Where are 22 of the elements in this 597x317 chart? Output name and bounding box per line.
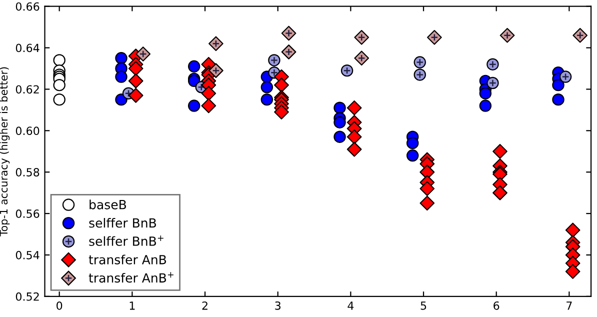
y-tick-label: 0.56 [16, 209, 40, 218]
x-tick-label: 0 [56, 301, 62, 310]
legend-label: selffer BnB [89, 218, 156, 228]
x-tick-label: 1 [130, 302, 135, 310]
y-tick-label: 0.52 [16, 292, 39, 301]
legend-label: baseB [90, 200, 126, 210]
legend-label: transfer AnB [88, 254, 166, 264]
x-tick-label: 5 [420, 302, 426, 310]
x-tick-label: 7 [566, 302, 572, 310]
y-tick-label: 0.62 [16, 85, 39, 94]
y-tick-label: 0.64 [16, 44, 40, 52]
x-tick-label: 2 [202, 301, 208, 310]
y-tick-label: 0.66 [16, 2, 40, 11]
x-tick-label: 4 [348, 302, 354, 310]
y-tick-label: 0.60 [16, 126, 40, 136]
legend-label: transfer AnB$^{+}$ [88, 272, 174, 283]
legend-label: selffer BnB$^{+}$ [89, 235, 164, 246]
x-tick-label: 3 [275, 301, 280, 310]
y-tick-label: 0.58 [16, 168, 40, 176]
y-axis-title: Top-1 accuracy (higher is better) [0, 67, 10, 236]
y-tick-label: 0.54 [16, 250, 40, 260]
x-tick-label: 6 [494, 301, 500, 310]
